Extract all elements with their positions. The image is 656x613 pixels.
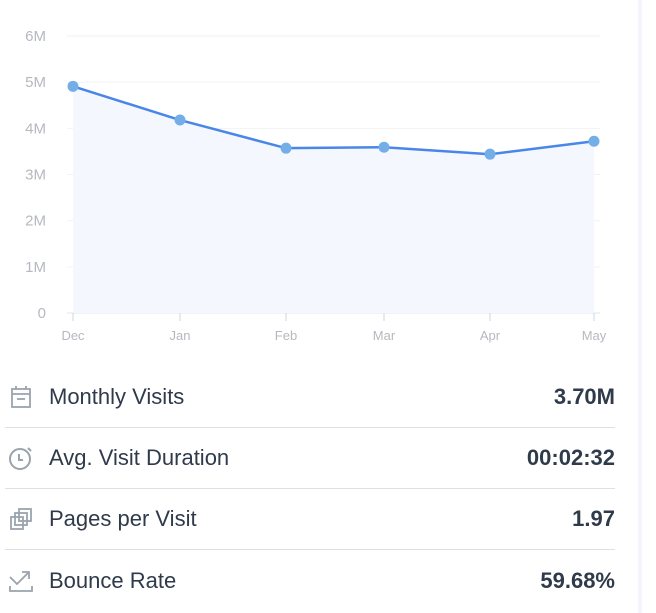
data-point	[484, 148, 496, 160]
scrollbar-track[interactable]	[638, 0, 642, 613]
bounce-icon	[7, 568, 35, 594]
y-tick-label: 2M	[25, 213, 46, 230]
metric-row-pages-per-visit: Pages per Visit 1.97	[5, 489, 615, 550]
area-fill	[73, 86, 594, 314]
metric-row-bounce-rate: Bounce Rate 59.68%	[5, 550, 615, 611]
x-tick-label: Jan	[170, 328, 191, 343]
series-line	[72, 85, 595, 156]
metric-value: 00:02:32	[526, 445, 615, 470]
metric-label: Monthly Visits	[49, 384, 185, 409]
metric-label: Avg. Visit Duration	[49, 445, 230, 470]
data-point	[378, 141, 390, 153]
y-tick-label: 0	[38, 305, 46, 322]
metric-label: Pages per Visit	[49, 506, 197, 531]
data-point	[588, 135, 600, 147]
y-tick-label: 5M	[25, 74, 46, 91]
y-tick-label: 3M	[25, 167, 46, 184]
x-tick-label: Mar	[373, 328, 396, 343]
calendar-icon	[7, 384, 35, 410]
y-tick-label: 6M	[25, 28, 46, 45]
x-tick-label: Feb	[275, 328, 297, 343]
x-tick-label: May	[582, 328, 607, 343]
metric-label: Bounce Rate	[49, 567, 177, 593]
x-tick-label: Dec	[61, 328, 85, 343]
data-point	[280, 142, 292, 154]
metric-value: 1.97	[572, 506, 615, 531]
data-point	[174, 114, 186, 126]
data-point	[67, 80, 79, 92]
metric-row-visit-duration: Avg. Visit Duration 00:02:32	[5, 428, 615, 489]
metric-row-monthly-visits: Monthly Visits 3.70M	[5, 367, 615, 428]
metric-value: 59.68%	[540, 567, 615, 593]
x-tick-label: Apr	[480, 328, 501, 343]
y-tick-label: 1M	[25, 259, 46, 276]
y-tick-label: 4M	[25, 120, 46, 137]
visits-chart: 0 1M 2M 3M 4M 5M 6M Dec Jan Feb Mar Apr May	[25, 28, 607, 343]
metric-value: 3.70M	[553, 384, 615, 409]
pages-icon	[7, 506, 35, 532]
stopwatch-icon	[7, 445, 35, 471]
